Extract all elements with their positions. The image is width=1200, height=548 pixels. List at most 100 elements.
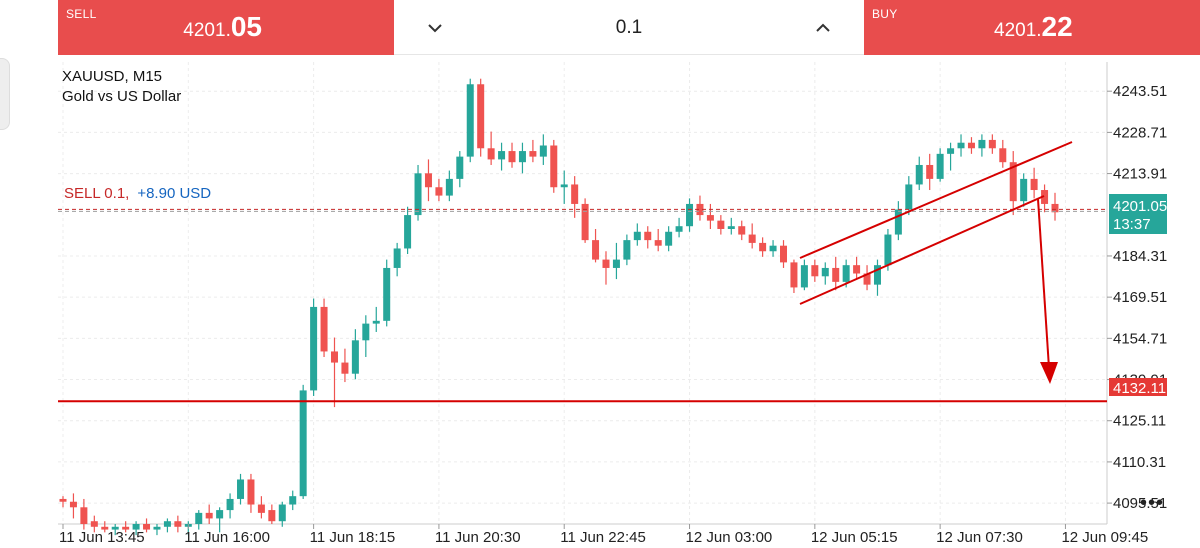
buy-label: BUY (872, 7, 898, 21)
candle-body (498, 151, 506, 160)
chevron-down-icon[interactable] (422, 14, 448, 40)
candle-body (69, 501, 77, 508)
candle (675, 217, 683, 238)
sell-price: 4201.05 (183, 11, 262, 42)
time-axis: 11 Jun 13:45 11 Jun 16:00 11 Jun 18:15 11 J… (59, 524, 1148, 546)
candle (832, 256, 840, 291)
candle (790, 259, 798, 293)
more-options-icon[interactable]: ••• (1140, 492, 1165, 514)
time-tick-label: 12 Jun 07:30 (936, 529, 1023, 546)
candle (143, 518, 151, 533)
candle-body (550, 145, 558, 188)
candle (237, 473, 245, 505)
candle-body (978, 139, 986, 149)
candle (163, 518, 171, 533)
candle-body (853, 265, 861, 274)
candle-body (769, 245, 777, 252)
buy-button[interactable]: BUY 4201.22 (864, 0, 1200, 55)
candle-body (90, 521, 98, 527)
candle-body (341, 362, 349, 374)
candle (69, 493, 77, 519)
candle-body (717, 220, 725, 229)
candle (59, 496, 67, 508)
candle (320, 298, 328, 358)
price-tick-label: 4125.11 (1113, 413, 1166, 430)
candle-body (320, 306, 328, 352)
candle (1009, 151, 1017, 216)
candle (686, 198, 694, 232)
candle (299, 384, 307, 499)
candle-body (915, 164, 923, 185)
candle-body (999, 148, 1007, 163)
candle-body (748, 234, 756, 243)
candle (905, 176, 913, 216)
candle (957, 134, 965, 157)
candle (780, 240, 788, 268)
candle (393, 242, 401, 277)
candle (414, 164, 422, 221)
chevron-up-icon[interactable] (810, 14, 836, 40)
candle-body (174, 521, 182, 527)
candle (853, 256, 861, 280)
candle (560, 170, 568, 204)
candle-body (988, 139, 996, 149)
candle-body (947, 148, 955, 154)
candle-body (581, 203, 589, 241)
candle (738, 220, 746, 241)
candle (278, 501, 286, 527)
candle (936, 148, 944, 182)
price-tick-label: 4110.31 (1113, 454, 1166, 471)
candle-body (623, 240, 631, 260)
candle-body (654, 240, 662, 246)
candle (101, 521, 109, 533)
candle (654, 228, 662, 252)
candle-body (414, 173, 422, 216)
price-tick-label: 4213.91 (1113, 166, 1167, 183)
candle (498, 142, 506, 171)
candle-body (1051, 203, 1059, 213)
candle (351, 329, 359, 380)
candle-body (727, 226, 735, 229)
candle-body (539, 145, 547, 157)
candle-body (821, 267, 829, 277)
candle-body (226, 498, 234, 511)
candle-body (571, 184, 579, 204)
candle-body (706, 215, 714, 221)
candle (487, 131, 495, 165)
bar-countdown: 13:37 (1113, 216, 1151, 233)
candle (310, 298, 318, 396)
candle-body (330, 351, 338, 363)
channel-lower-line[interactable] (799, 195, 1045, 305)
candle-body (842, 265, 850, 282)
candle-body (644, 231, 652, 241)
candle (216, 507, 224, 533)
candle (894, 201, 902, 241)
candle-body (132, 524, 140, 530)
price-tick-label: 4184.31 (1113, 248, 1167, 265)
candle-body (268, 510, 276, 522)
candle (1030, 167, 1038, 199)
lot-size-value[interactable]: 0.1 (615, 17, 643, 38)
candle (424, 159, 432, 202)
channel-upper-line[interactable] (799, 141, 1073, 259)
candle (581, 198, 589, 243)
horizontal-levels (58, 208, 1107, 403)
candle-body (665, 231, 673, 246)
current-price-value: 4201.05 (1113, 198, 1167, 215)
candle (80, 498, 88, 530)
price-tick-label: 4095.51 (1113, 495, 1167, 512)
candle-body (362, 323, 370, 341)
current-price-tag: 4201.05 13:37 (1109, 194, 1167, 234)
candle (111, 524, 119, 536)
candle-body (780, 245, 788, 263)
price-tick-label: 4169.51 (1113, 289, 1167, 306)
sell-button[interactable]: SELL 4201.05 (58, 0, 394, 55)
candle (90, 515, 98, 533)
forecast-arrow-line[interactable] (1037, 198, 1050, 369)
candle (330, 337, 338, 408)
candle-body (873, 265, 881, 285)
open-position-label[interactable]: SELL 0.1, +8.90 USD (64, 185, 211, 202)
candle-body (612, 259, 620, 268)
price-tick-label: 4154.71 (1113, 330, 1167, 347)
